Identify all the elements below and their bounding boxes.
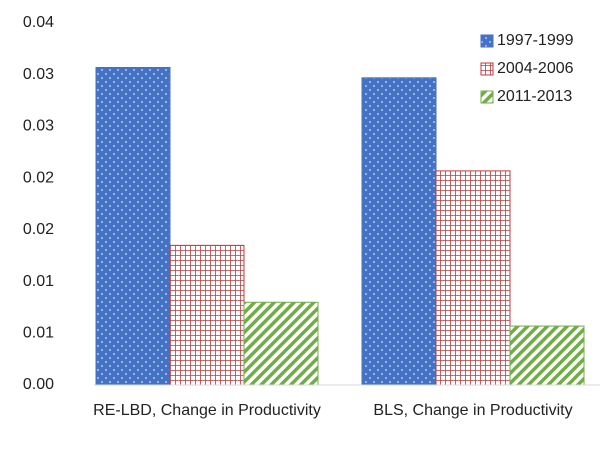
y-tick-label: 0.02 <box>23 169 54 186</box>
y-tick-label: 0.02 <box>23 221 54 238</box>
y-tick-label: 0.03 <box>23 66 54 83</box>
legend-label: 1997-1999 <box>497 32 574 49</box>
x-tick-label: RE-LBD, Change in Productivity <box>93 402 321 419</box>
y-tick-label: 0.00 <box>23 376 54 393</box>
y-tick-label: 0.01 <box>23 325 54 342</box>
legend-swatch <box>480 34 494 48</box>
y-tick-label: 0.01 <box>23 273 54 290</box>
legend-label: 2011-2013 <box>497 88 572 105</box>
legend-swatch <box>480 90 494 104</box>
legend-swatch <box>480 62 494 76</box>
legend-label: 2004-2006 <box>497 60 574 77</box>
bar <box>243 301 319 386</box>
bar <box>435 170 511 386</box>
y-tick-label: 0.03 <box>23 118 54 135</box>
y-tick-label: 0.04 <box>23 14 54 31</box>
bar <box>509 325 585 386</box>
bar <box>361 77 437 386</box>
bar <box>169 244 245 386</box>
x-tick-label: BLS, Change in Productivity <box>373 402 573 419</box>
bar <box>95 66 171 386</box>
